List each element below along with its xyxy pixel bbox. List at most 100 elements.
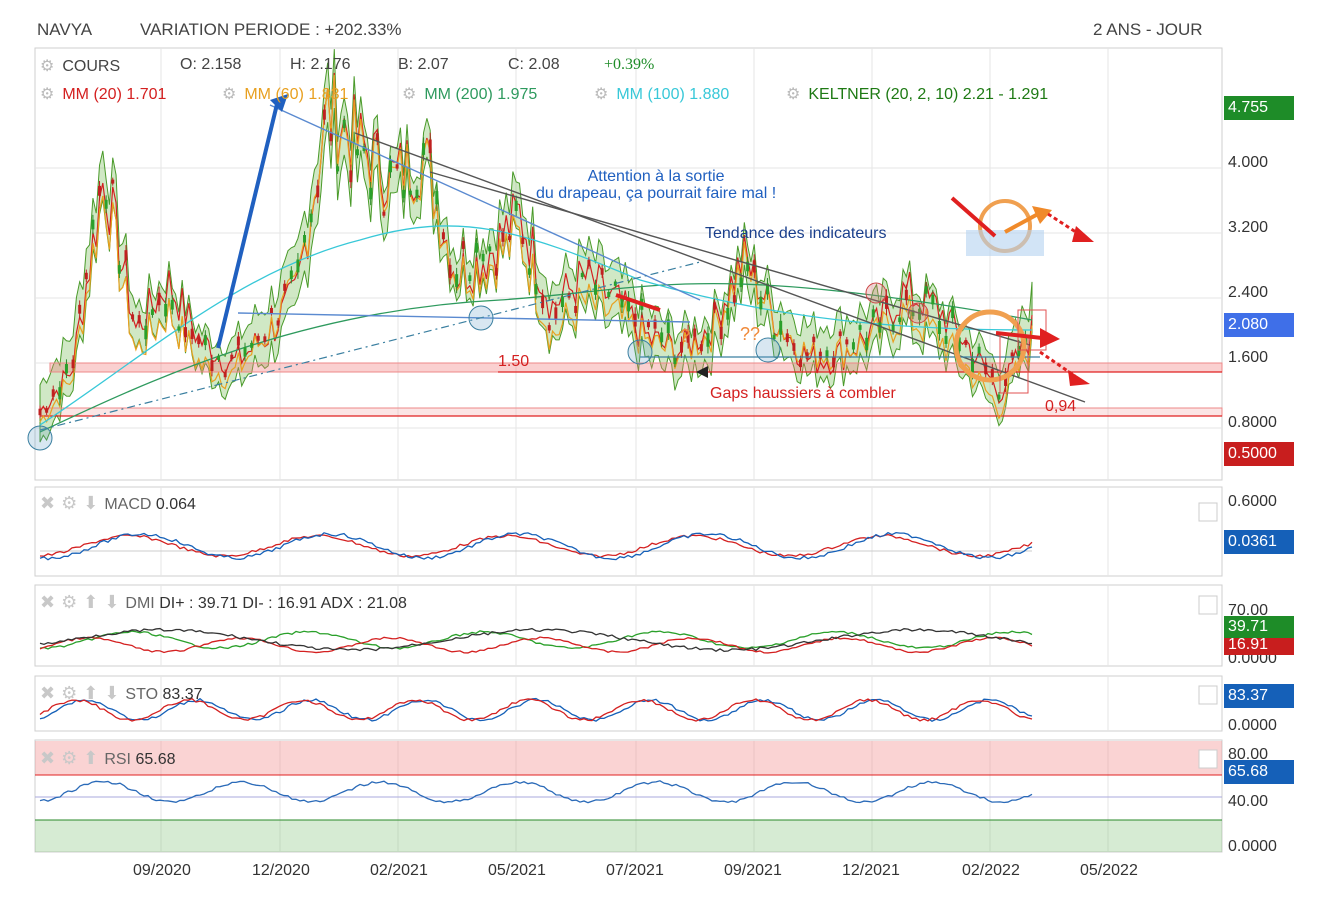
flag-warning-text: Attention à la sortie du drapeau, ça pou… xyxy=(536,168,777,202)
candle-body xyxy=(779,320,783,335)
x-tick: 09/2021 xyxy=(724,862,782,879)
price-tick: 0.8000 xyxy=(1228,414,1277,431)
period[interactable]: 2 ANS - JOUR xyxy=(1093,20,1203,39)
candle-body xyxy=(84,272,88,280)
gear-icon[interactable]: ⚙ xyxy=(61,683,78,703)
gear-icon[interactable]: ⚙ xyxy=(594,86,609,103)
gear-icon[interactable]: ⚙ xyxy=(40,58,55,75)
gear-icon[interactable]: ⚙ xyxy=(402,86,417,103)
x-tick: 02/2022 xyxy=(962,862,1020,879)
dmi-minus-line xyxy=(39,636,1033,654)
candle-body xyxy=(574,305,578,313)
candle-body xyxy=(990,369,994,380)
candle-body xyxy=(699,344,703,352)
candle-body xyxy=(415,189,419,198)
sto-tick: 0.0000 xyxy=(1228,717,1277,734)
candle-body xyxy=(865,337,869,351)
candle-body xyxy=(957,337,961,352)
candle-body xyxy=(64,364,68,374)
candle-body xyxy=(316,185,320,198)
arrow-up-icon[interactable]: ⬆ xyxy=(83,592,99,612)
gaps-text: Gaps haussiers à combler xyxy=(710,385,896,402)
candle-body xyxy=(904,289,908,301)
candle-body xyxy=(45,408,49,413)
mm100-value: 1.880 xyxy=(689,86,730,103)
legend-cours[interactable]: ⚙ COURS xyxy=(40,56,120,76)
candle-body xyxy=(197,337,201,345)
candle-body xyxy=(660,332,664,343)
mm20-label: MM (20) xyxy=(62,86,122,103)
candle-body xyxy=(885,295,889,309)
dmi-label-row: ✖ ⚙ ⬆ ⬇ DMI DI+ : 39.71 DI- : 16.91 ADX : 21… xyxy=(40,592,407,613)
arrow-down-icon[interactable]: ⬇ xyxy=(104,592,120,612)
candle-body xyxy=(263,336,267,342)
mast-arrow xyxy=(216,99,280,349)
legend-keltner[interactable]: ⚙ KELTNER (20, 2, 10) 2.21 - 1.291 xyxy=(786,84,1048,104)
close-icon[interactable]: ✖ xyxy=(40,683,56,703)
panel-checkbox xyxy=(1198,595,1218,615)
candle-body xyxy=(104,199,108,209)
legend-mm200[interactable]: ⚙ MM (200) 1.975 xyxy=(402,84,537,104)
rsi-tick: 0.0000 xyxy=(1228,838,1277,855)
candle-body xyxy=(951,306,955,319)
arrow-up-icon[interactable]: ⬆ xyxy=(83,683,99,703)
candle-body xyxy=(441,232,445,240)
candle-body xyxy=(812,336,816,343)
sto-label-row: ✖ ⚙ ⬆ ⬇ STO 83.37 xyxy=(40,683,203,704)
legend-mm20[interactable]: ⚙ MM (20) 1.701 xyxy=(40,84,166,104)
gear-icon[interactable]: ⚙ xyxy=(40,86,55,103)
gear-icon[interactable]: ⚙ xyxy=(786,86,801,103)
candle-body xyxy=(461,241,465,249)
arrow-up-icon[interactable]: ⬆ xyxy=(83,748,99,768)
candle-body xyxy=(706,333,710,347)
candle-body xyxy=(726,308,730,320)
marker-circle-red xyxy=(865,282,887,304)
candle-body xyxy=(190,328,194,340)
level-150: 1.50 xyxy=(498,353,530,370)
candle-body xyxy=(177,326,181,331)
candle-body xyxy=(534,284,538,295)
candle-body xyxy=(970,358,974,373)
x-tick: 09/2020 xyxy=(133,862,191,879)
panel-checkbox xyxy=(1198,502,1218,522)
panel-border-0 xyxy=(34,47,1223,481)
candle-body xyxy=(488,246,492,252)
rsi-overbought-zone xyxy=(35,741,1222,775)
legend-mm100[interactable]: ⚙ MM (100) 1.880 xyxy=(594,84,729,104)
dmi-plus-line xyxy=(39,630,1033,650)
ohlc-open: O: 2.158 xyxy=(180,56,242,73)
arrow-down-icon[interactable]: ⬇ xyxy=(83,493,99,513)
close-icon[interactable]: ✖ xyxy=(40,748,56,768)
gear-icon[interactable]: ⚙ xyxy=(61,748,78,768)
candle-body xyxy=(389,161,393,173)
question-mark: ? xyxy=(680,326,691,346)
mm100-line xyxy=(39,225,1033,426)
gear-icon[interactable]: ⚙ xyxy=(61,592,78,612)
close-icon[interactable]: ✖ xyxy=(40,493,56,513)
candle-body xyxy=(382,211,386,216)
arrow-down-icon[interactable]: ⬇ xyxy=(104,683,120,703)
candle-body xyxy=(541,295,545,309)
candle-body xyxy=(580,272,584,278)
candle-body xyxy=(124,250,128,261)
gear-icon[interactable]: ⚙ xyxy=(61,493,78,513)
close-icon[interactable]: ✖ xyxy=(40,592,56,612)
panel-border-1 xyxy=(34,486,1223,577)
candle-body xyxy=(71,359,75,369)
macd-label-row: ✖ ⚙ ⬇ MACD 0.064 xyxy=(40,493,196,514)
candle-body xyxy=(117,265,121,274)
legend-mm60[interactable]: ⚙ MM (60) 1.831 xyxy=(222,84,348,104)
candle-body xyxy=(342,119,346,129)
sto-value: 83.37 xyxy=(162,686,203,703)
mm20-value: 1.701 xyxy=(126,86,167,103)
mm200-line xyxy=(39,282,1033,433)
gap-pointer xyxy=(696,366,708,378)
candle-body xyxy=(858,325,862,330)
rsi-value: 65.68 xyxy=(135,751,176,768)
candle-body xyxy=(435,191,439,205)
candle-body xyxy=(375,133,379,142)
candle-body xyxy=(276,320,280,326)
candle-body xyxy=(422,143,426,155)
gear-icon[interactable]: ⚙ xyxy=(222,86,237,103)
marker-circle xyxy=(468,305,494,331)
